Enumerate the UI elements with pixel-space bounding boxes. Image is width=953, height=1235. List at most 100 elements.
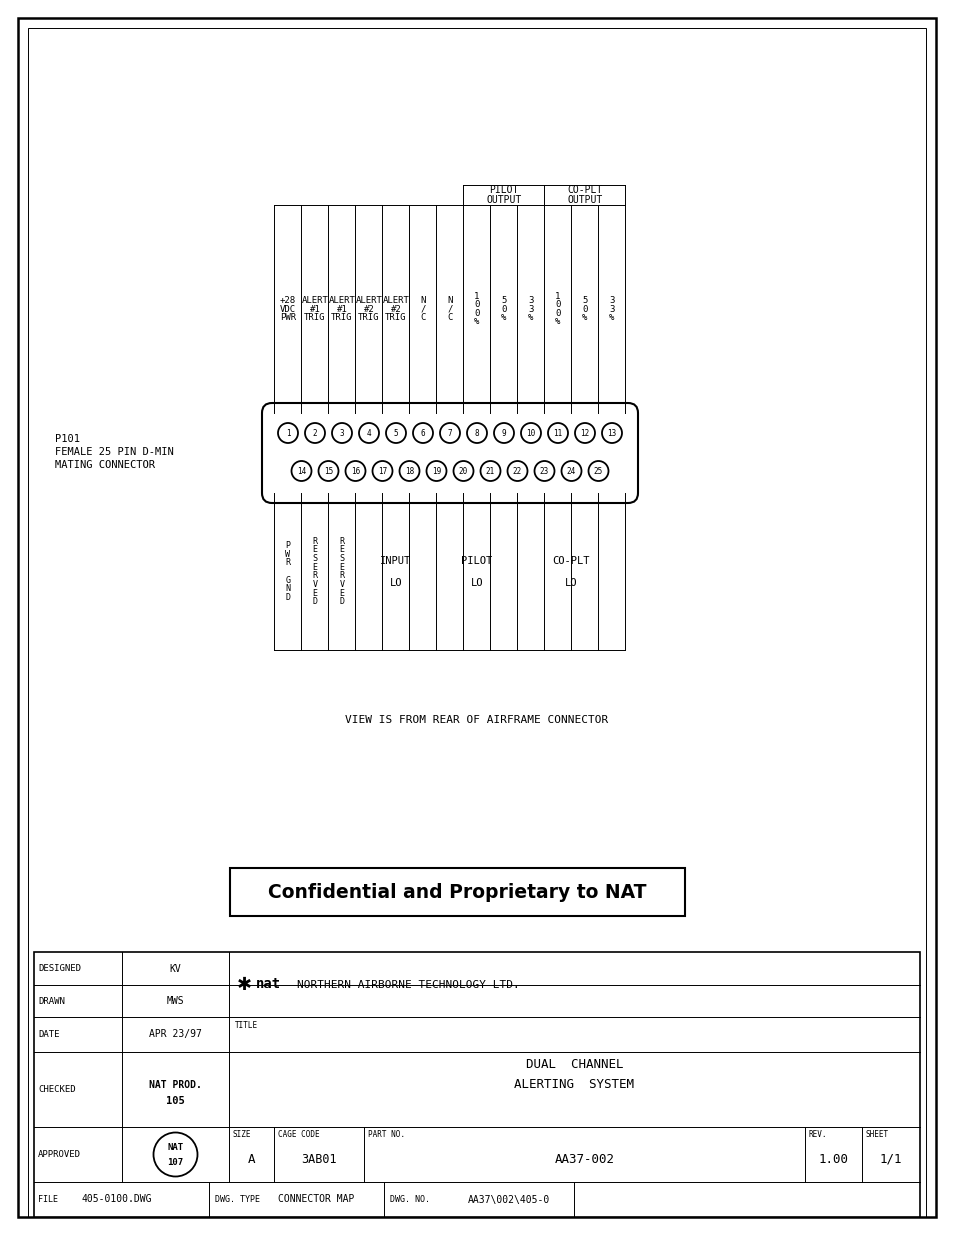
Text: CO-PLT: CO-PLT	[552, 557, 590, 567]
Text: MWS: MWS	[167, 995, 184, 1007]
Text: 1
0
0
%: 1 0 0 %	[555, 291, 560, 326]
Text: 3
3
%: 3 3 %	[528, 296, 533, 322]
Text: CO-PLT
OUTPUT: CO-PLT OUTPUT	[567, 184, 602, 205]
Text: DATE: DATE	[38, 1030, 59, 1039]
Text: 1: 1	[285, 429, 290, 437]
Text: 4: 4	[366, 429, 371, 437]
Text: 5: 5	[394, 429, 398, 437]
Text: 3
3
%: 3 3 %	[609, 296, 614, 322]
Circle shape	[588, 461, 608, 480]
Circle shape	[534, 461, 554, 480]
Text: P101
FEMALE 25 PIN D-MIN
MATING CONNECTOR: P101 FEMALE 25 PIN D-MIN MATING CONNECTO…	[55, 433, 173, 471]
Text: 1.00: 1.00	[818, 1153, 847, 1166]
Text: ALERT
#2
TRIG: ALERT #2 TRIG	[382, 296, 409, 322]
Text: 22: 22	[513, 467, 521, 475]
Text: LO: LO	[390, 578, 402, 589]
Text: 19: 19	[432, 467, 440, 475]
Circle shape	[358, 424, 378, 443]
Text: 23: 23	[539, 467, 549, 475]
Text: 13: 13	[607, 429, 616, 437]
Bar	[230, 868, 684, 916]
Circle shape	[332, 424, 352, 443]
Text: 5
0
%: 5 0 %	[500, 296, 506, 322]
Text: ALERTING  SYSTEM: ALERTING SYSTEM	[514, 1077, 634, 1091]
FancyBboxPatch shape	[262, 403, 638, 503]
Text: DRAWN: DRAWN	[38, 997, 65, 1005]
Text: 7: 7	[447, 429, 452, 437]
Text: 16: 16	[351, 467, 359, 475]
Text: AA37-002: AA37-002	[554, 1153, 614, 1166]
Circle shape	[318, 461, 338, 480]
Text: CONNECTOR MAP: CONNECTOR MAP	[278, 1194, 355, 1204]
Circle shape	[305, 424, 325, 443]
Text: R
E
S
E
R
V
E
D: R E S E R V E D	[313, 537, 317, 606]
Text: PART NO.: PART NO.	[368, 1130, 405, 1139]
Text: NORTHERN AIRBORNE TECHNOLOGY LTD.: NORTHERN AIRBORNE TECHNOLOGY LTD.	[296, 979, 519, 989]
Text: 1/1: 1/1	[879, 1153, 902, 1166]
Circle shape	[561, 461, 581, 480]
Circle shape	[153, 1132, 197, 1177]
Text: 1
0
0
%: 1 0 0 %	[474, 291, 479, 326]
Text: LO: LO	[470, 578, 483, 589]
Text: SIZE: SIZE	[233, 1130, 252, 1139]
Text: nat: nat	[255, 977, 281, 992]
Text: ✱: ✱	[236, 976, 252, 993]
Text: 5
0
%: 5 0 %	[581, 296, 587, 322]
Text: 8: 8	[475, 429, 478, 437]
Circle shape	[399, 461, 419, 480]
Text: TITLE: TITLE	[234, 1021, 258, 1030]
Circle shape	[480, 461, 500, 480]
Text: 11: 11	[553, 429, 562, 437]
Text: 405-0100.DWG: 405-0100.DWG	[82, 1194, 152, 1204]
Text: DWG. NO.: DWG. NO.	[390, 1195, 430, 1204]
Text: APPROVED: APPROVED	[38, 1150, 81, 1158]
Text: DWG. TYPE: DWG. TYPE	[214, 1195, 260, 1204]
Text: 2: 2	[313, 429, 317, 437]
Text: 105: 105	[166, 1097, 185, 1107]
Text: N
/
C: N / C	[447, 296, 453, 322]
Text: ALERT
#2
TRIG: ALERT #2 TRIG	[355, 296, 382, 322]
Circle shape	[547, 424, 567, 443]
Circle shape	[601, 424, 621, 443]
Text: A: A	[248, 1153, 255, 1166]
Text: 21: 21	[485, 467, 495, 475]
Text: +28
VDC
PWR: +28 VDC PWR	[279, 296, 295, 322]
Text: 20: 20	[458, 467, 468, 475]
Circle shape	[507, 461, 527, 480]
Text: CAGE CODE: CAGE CODE	[277, 1130, 319, 1139]
Circle shape	[453, 461, 473, 480]
Text: 3AB01: 3AB01	[301, 1153, 336, 1166]
Text: 6: 6	[420, 429, 425, 437]
Text: 15: 15	[323, 467, 333, 475]
Text: 3: 3	[339, 429, 344, 437]
Circle shape	[426, 461, 446, 480]
Bar	[34, 952, 919, 1216]
Text: AA37\002\405-0: AA37\002\405-0	[467, 1194, 550, 1204]
Circle shape	[467, 424, 486, 443]
Text: ALERT
#1
TRIG: ALERT #1 TRIG	[301, 296, 328, 322]
Text: DESIGNED: DESIGNED	[38, 965, 81, 973]
Text: PILOT
OUTPUT: PILOT OUTPUT	[486, 184, 521, 205]
Circle shape	[345, 461, 365, 480]
Text: 17: 17	[377, 467, 387, 475]
Text: 107: 107	[168, 1158, 183, 1167]
Text: 25: 25	[594, 467, 602, 475]
Circle shape	[292, 461, 312, 480]
Text: 10: 10	[526, 429, 535, 437]
Text: VIEW IS FROM REAR OF AIRFRAME CONNECTOR: VIEW IS FROM REAR OF AIRFRAME CONNECTOR	[345, 715, 608, 725]
Text: KV: KV	[170, 963, 181, 973]
Circle shape	[413, 424, 433, 443]
Text: NAT PROD.: NAT PROD.	[149, 1079, 202, 1089]
Text: ALERT
#1
TRIG: ALERT #1 TRIG	[328, 296, 355, 322]
Text: P
W
R

G
N
D: P W R G N D	[285, 541, 291, 601]
Text: 12: 12	[579, 429, 589, 437]
Circle shape	[372, 461, 392, 480]
Circle shape	[520, 424, 540, 443]
Text: SHEET: SHEET	[865, 1130, 888, 1139]
Text: Confidential and Proprietary to NAT: Confidential and Proprietary to NAT	[268, 883, 646, 902]
Text: DUAL  CHANNEL: DUAL CHANNEL	[525, 1058, 622, 1072]
Text: R
E
S
E
R
V
E
D: R E S E R V E D	[339, 537, 344, 606]
Text: 9: 9	[501, 429, 506, 437]
Text: 18: 18	[404, 467, 414, 475]
Circle shape	[277, 424, 297, 443]
